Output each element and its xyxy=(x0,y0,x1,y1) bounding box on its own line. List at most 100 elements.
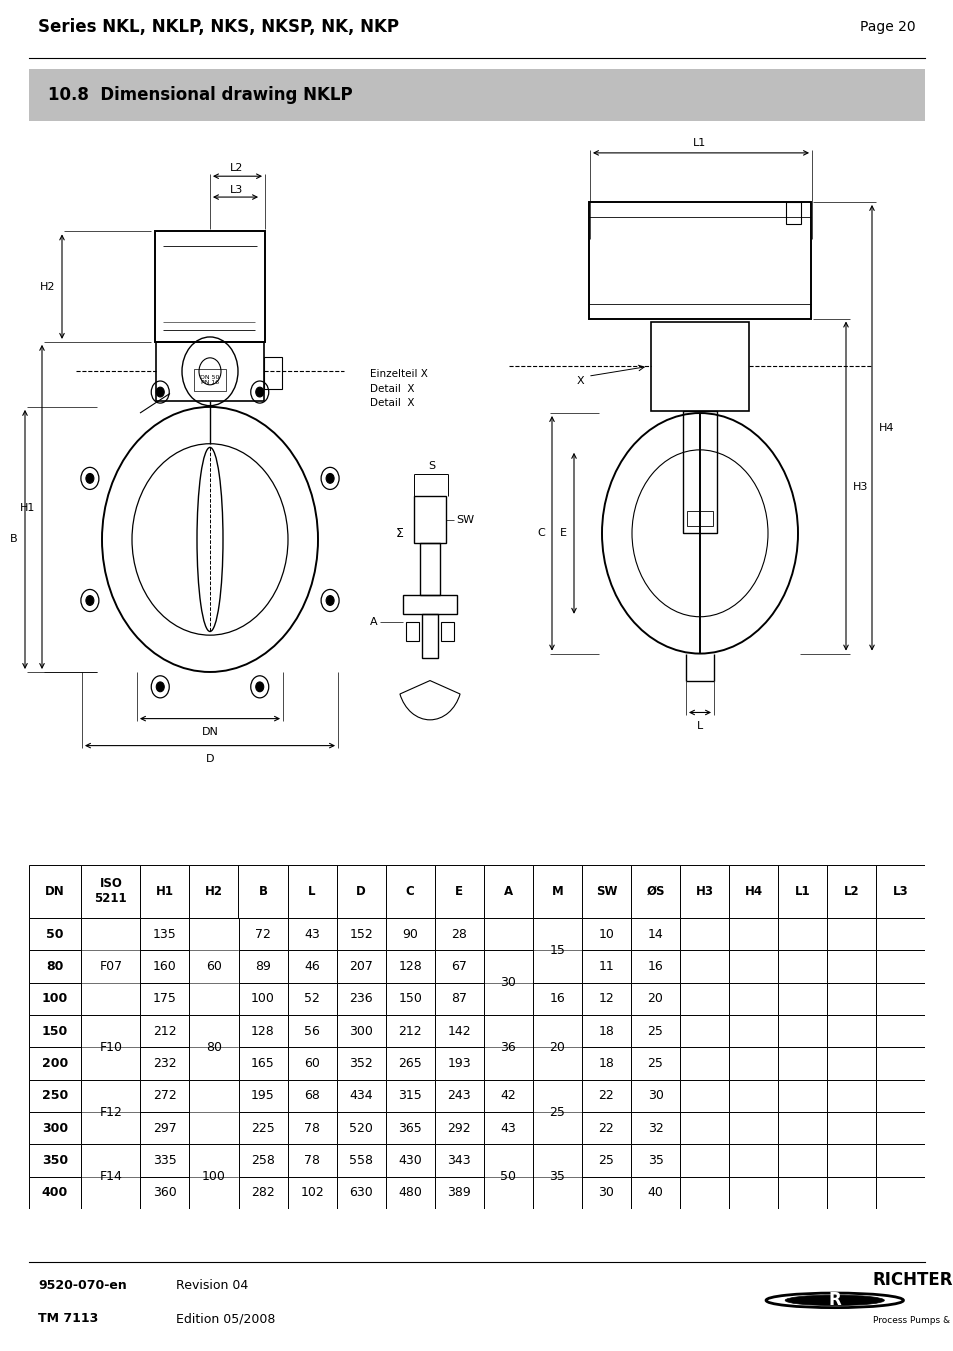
Circle shape xyxy=(156,388,164,397)
Text: H4: H4 xyxy=(744,885,761,898)
Bar xyxy=(630,1079,679,1112)
Text: 50: 50 xyxy=(46,928,64,940)
Bar xyxy=(650,323,748,411)
Bar xyxy=(385,865,435,919)
Bar xyxy=(287,1177,336,1209)
Text: F07: F07 xyxy=(99,961,122,973)
Text: TM 7113: TM 7113 xyxy=(38,1312,98,1325)
Text: H1: H1 xyxy=(155,885,173,898)
Bar xyxy=(140,950,190,982)
Bar xyxy=(778,919,826,950)
Bar xyxy=(581,1047,630,1079)
Bar xyxy=(679,1079,728,1112)
Bar xyxy=(287,1079,336,1112)
Text: 195: 195 xyxy=(251,1089,274,1102)
Text: 102: 102 xyxy=(300,1186,324,1200)
Text: 207: 207 xyxy=(349,961,373,973)
Text: 135: 135 xyxy=(152,928,176,940)
Text: Page 20: Page 20 xyxy=(860,20,915,34)
Bar xyxy=(140,982,190,1015)
Bar xyxy=(630,1112,679,1144)
Text: B: B xyxy=(10,535,18,544)
Bar xyxy=(778,1079,826,1112)
Bar xyxy=(533,1079,581,1144)
Text: 68: 68 xyxy=(304,1089,319,1102)
Text: L3: L3 xyxy=(892,885,907,898)
Bar xyxy=(419,543,439,594)
Text: 14: 14 xyxy=(647,928,662,940)
Bar xyxy=(876,982,924,1015)
Bar xyxy=(581,950,630,982)
Bar xyxy=(588,203,810,319)
Text: 80: 80 xyxy=(206,1040,222,1054)
Text: 25: 25 xyxy=(647,1056,662,1070)
Text: H1: H1 xyxy=(20,503,35,512)
Bar xyxy=(156,342,264,401)
Text: 10: 10 xyxy=(598,928,614,940)
Bar xyxy=(682,411,717,534)
Bar xyxy=(679,1177,728,1209)
Circle shape xyxy=(86,596,93,605)
Bar xyxy=(826,1015,876,1047)
Text: 352: 352 xyxy=(349,1056,373,1070)
Text: F14: F14 xyxy=(99,1170,122,1183)
Bar xyxy=(29,1177,81,1209)
Text: 212: 212 xyxy=(398,1025,421,1038)
Text: 300: 300 xyxy=(349,1025,373,1038)
Text: 250: 250 xyxy=(42,1089,68,1102)
Bar xyxy=(238,1144,287,1177)
Bar xyxy=(287,865,336,919)
Text: 60: 60 xyxy=(206,961,222,973)
Bar xyxy=(440,621,454,642)
Text: E: E xyxy=(455,885,463,898)
Bar xyxy=(785,201,801,224)
Text: H2: H2 xyxy=(205,885,223,898)
Text: L1: L1 xyxy=(693,138,706,149)
Bar xyxy=(728,865,778,919)
Text: Revision 04: Revision 04 xyxy=(176,1278,249,1292)
Text: L1: L1 xyxy=(794,885,810,898)
Bar xyxy=(778,1047,826,1079)
Text: DN: DN xyxy=(45,885,65,898)
Text: 9520-070-en: 9520-070-en xyxy=(38,1278,127,1292)
Bar xyxy=(29,1112,81,1144)
Bar xyxy=(581,865,630,919)
Text: 100: 100 xyxy=(202,1170,226,1183)
Bar xyxy=(483,1144,533,1209)
Bar xyxy=(406,621,418,642)
Text: F12: F12 xyxy=(99,1105,122,1119)
Bar xyxy=(421,615,437,658)
Text: 160: 160 xyxy=(152,961,176,973)
Text: 30: 30 xyxy=(647,1089,662,1102)
Bar xyxy=(533,1144,581,1209)
Bar xyxy=(336,1047,385,1079)
Text: 11: 11 xyxy=(598,961,614,973)
Text: 193: 193 xyxy=(447,1056,471,1070)
Circle shape xyxy=(255,682,263,692)
Bar xyxy=(238,1079,287,1112)
Bar xyxy=(679,1047,728,1079)
Bar xyxy=(238,1047,287,1079)
Text: 630: 630 xyxy=(349,1186,373,1200)
Bar xyxy=(264,357,282,389)
Text: 22: 22 xyxy=(598,1089,614,1102)
Bar xyxy=(385,982,435,1015)
Text: 400: 400 xyxy=(42,1186,68,1200)
Bar xyxy=(190,1144,238,1209)
Bar xyxy=(679,1112,728,1144)
Bar xyxy=(679,1144,728,1177)
Text: H3: H3 xyxy=(695,885,713,898)
Bar xyxy=(778,982,826,1015)
Text: 200: 200 xyxy=(42,1056,68,1070)
Text: 520: 520 xyxy=(349,1121,373,1135)
Bar xyxy=(876,1144,924,1177)
Bar xyxy=(140,1047,190,1079)
Text: 35: 35 xyxy=(647,1154,662,1167)
Bar xyxy=(581,1112,630,1144)
Bar xyxy=(728,1177,778,1209)
Text: Detail  X: Detail X xyxy=(370,399,414,408)
Bar xyxy=(435,1079,483,1112)
Text: Detail  X: Detail X xyxy=(370,384,414,393)
Bar xyxy=(336,865,385,919)
Text: 87: 87 xyxy=(451,993,467,1005)
